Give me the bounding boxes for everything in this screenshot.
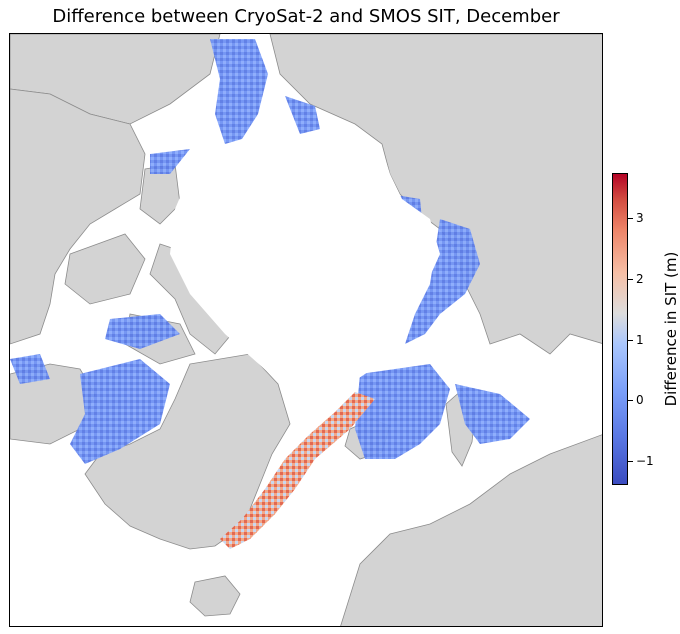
land-greenland	[84, 353, 291, 550]
sit-region-nares	[105, 314, 180, 349]
colorbar-tick	[628, 218, 633, 220]
sit-region-beaufort	[150, 149, 190, 174]
polar-map	[9, 33, 603, 627]
sit-region-baffin-bay	[70, 359, 170, 464]
sit-region-fram-strait	[220, 392, 375, 549]
colorbar-tick-label: 2	[636, 272, 644, 287]
sit-region-east-siberian	[285, 96, 320, 134]
colorbar-tick-label: −1	[636, 453, 654, 468]
sit-region-laptev	[405, 219, 480, 344]
sit-region-pechora	[455, 384, 530, 444]
land-canada	[10, 88, 146, 345]
land-scandinavia	[340, 434, 602, 626]
central-arctic-nodata	[170, 129, 440, 394]
colorbar-tick	[628, 460, 633, 462]
land-iceland	[189, 575, 241, 617]
colorbar-tick	[628, 339, 633, 341]
sit-positive-band	[220, 392, 375, 549]
map-title: Difference between CryoSat-2 and SMOS SI…	[52, 6, 560, 27]
colorbar-label: Difference in SIT (m)	[662, 251, 680, 407]
sit-region-hudson	[10, 354, 50, 384]
colorbar-tick-label: 1	[636, 332, 644, 347]
colorbar-tick	[628, 279, 633, 281]
colorbar	[612, 173, 628, 485]
colorbar-tick-label: 3	[636, 211, 644, 226]
colorbar-tick	[628, 400, 633, 402]
land-victoria-island	[64, 233, 146, 305]
sit-region-barents	[355, 364, 450, 459]
sit-region-chukchi	[210, 39, 268, 144]
colorbar-tick-label: 0	[636, 393, 644, 408]
